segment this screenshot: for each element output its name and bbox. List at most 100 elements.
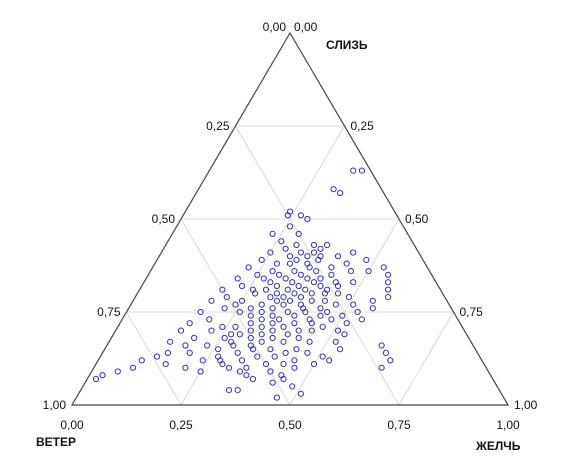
data-point [297, 390, 304, 397]
data-point [289, 279, 296, 286]
data-point [358, 316, 365, 323]
data-point [228, 331, 235, 338]
data-point [347, 268, 355, 275]
data-point [343, 260, 350, 267]
data-point [286, 253, 294, 260]
data-point [286, 297, 294, 304]
data-point [295, 282, 302, 290]
data-point [380, 264, 387, 271]
data-point [284, 331, 291, 338]
data-point [291, 312, 298, 319]
data-point [304, 215, 311, 223]
data-point [280, 323, 287, 330]
data-point [350, 279, 357, 286]
data-point [334, 282, 342, 290]
data-point [332, 338, 339, 345]
data-point [258, 323, 265, 330]
data-point [387, 357, 394, 364]
data-point [177, 327, 185, 334]
data-point [221, 305, 228, 312]
data-point [215, 353, 222, 360]
data-point [278, 238, 285, 245]
data-point [199, 357, 206, 364]
data-point [339, 312, 346, 319]
data-point [308, 297, 315, 304]
data-point [245, 264, 252, 271]
bottom-tick-label: 0,00 [60, 418, 84, 432]
data-point [191, 334, 198, 342]
vertex-label-left: ВЕТЕР [36, 435, 76, 449]
data-point [334, 253, 342, 260]
data-point [304, 275, 311, 282]
data-point [297, 271, 304, 278]
data-point [345, 294, 352, 301]
data-point [378, 364, 385, 371]
left-tick-label: 0,00 [263, 20, 287, 34]
data-point [258, 301, 265, 308]
data-point [354, 308, 361, 316]
data-point [197, 308, 204, 316]
data-point [321, 297, 328, 304]
data-point [326, 357, 333, 364]
data-point [243, 372, 250, 379]
data-point [328, 271, 335, 278]
data-point [378, 342, 385, 349]
data-point [273, 282, 280, 290]
data-point [273, 297, 280, 304]
data-point [247, 305, 254, 312]
data-point [286, 223, 294, 230]
data-point [317, 275, 324, 282]
data-point [236, 308, 243, 316]
data-point [358, 167, 365, 174]
data-point [228, 338, 235, 345]
right-tick-label: 0,00 [294, 20, 318, 34]
data-point [284, 286, 291, 293]
data-point [369, 297, 376, 304]
data-point [276, 316, 283, 323]
data-point [313, 268, 320, 275]
data-point [295, 334, 302, 342]
data-point [308, 327, 315, 334]
data-point [243, 364, 250, 371]
data-point [289, 383, 296, 390]
bottom-tick-label: 1,00 [496, 418, 520, 432]
data-point [182, 342, 189, 349]
data-point [332, 301, 339, 308]
data-point [232, 323, 239, 330]
data-point [350, 301, 357, 308]
vertex-label-top: СЛИЗЬ [326, 38, 368, 52]
data-point [254, 271, 261, 278]
data-point [258, 331, 265, 338]
data-point [164, 349, 171, 356]
data-point [293, 256, 300, 263]
data-point [225, 387, 233, 394]
grid-line [126, 311, 182, 406]
data-point [215, 346, 222, 353]
data-point [153, 353, 161, 360]
data-point [182, 364, 189, 371]
data-point [310, 361, 318, 368]
vertex-label-right: ЖЕЛЧЬ [475, 439, 521, 453]
data-point [321, 290, 328, 297]
grid-line [398, 311, 454, 406]
data-point [282, 245, 289, 252]
data-point [278, 372, 285, 379]
data-point [297, 249, 304, 256]
data-point [236, 368, 243, 375]
data-point [363, 256, 370, 263]
data-point [284, 308, 291, 316]
triangle-frame [70, 31, 510, 406]
data-point [306, 264, 313, 271]
data-point [282, 349, 289, 356]
right-tick-label: 1,00 [514, 398, 538, 412]
data-point [291, 268, 298, 275]
data-point [291, 364, 298, 371]
data-point [258, 316, 265, 323]
data-point [247, 320, 254, 327]
data-point [280, 361, 287, 368]
data-point [204, 342, 211, 349]
data-point [232, 301, 239, 308]
data-point [304, 349, 311, 356]
data-point [258, 308, 265, 316]
